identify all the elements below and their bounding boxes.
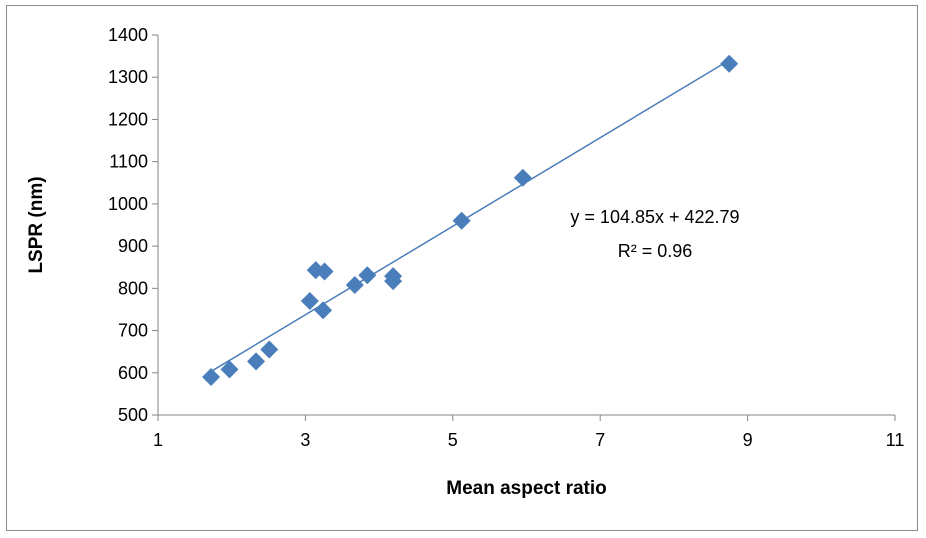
y-tick-label: 600 xyxy=(118,363,148,383)
y-tick-label: 1000 xyxy=(108,194,148,214)
x-tick-label: 9 xyxy=(743,430,753,450)
x-tick-label: 11 xyxy=(886,430,905,450)
trendline-equation: y = 104.85x + 422.79 xyxy=(570,207,739,227)
data-point xyxy=(513,168,532,187)
x-tick-label: 7 xyxy=(595,430,605,450)
data-points xyxy=(202,54,739,386)
y-tick-label: 700 xyxy=(118,321,148,341)
y-tick-label: 1200 xyxy=(108,109,148,129)
data-point xyxy=(260,340,279,359)
data-point xyxy=(314,301,333,320)
data-point xyxy=(247,352,266,371)
y-tick-label: 1300 xyxy=(108,67,148,87)
y-tick-label: 900 xyxy=(118,236,148,256)
y-tick-label: 500 xyxy=(118,405,148,425)
axes xyxy=(157,35,895,416)
data-point xyxy=(345,275,364,294)
x-ticks: 1 3 5 7 9 11 xyxy=(153,415,904,450)
y-axis-title: LSPR (nm) xyxy=(26,176,47,273)
y-tick-label: 1400 xyxy=(108,25,148,45)
data-point xyxy=(315,262,334,281)
data-point xyxy=(300,292,319,310)
trendline-r2: R² = 0.96 xyxy=(618,241,693,261)
y-ticks: 500 600 700 800 900 1000 1100 1200 1300 1400 xyxy=(108,25,158,425)
data-point xyxy=(720,54,739,73)
x-tick-label: 1 xyxy=(153,430,163,450)
x-tick-label: 3 xyxy=(300,430,310,450)
y-tick-label: 1100 xyxy=(109,152,148,172)
y-tick-label: 800 xyxy=(118,278,148,298)
x-tick-label: 5 xyxy=(448,430,458,450)
data-point xyxy=(384,272,403,291)
x-axis-title: Mean aspect ratio xyxy=(446,478,607,499)
data-point xyxy=(358,266,377,285)
trendline xyxy=(210,59,730,373)
data-point xyxy=(202,368,221,386)
data-point xyxy=(220,360,239,379)
data-point xyxy=(452,211,471,230)
